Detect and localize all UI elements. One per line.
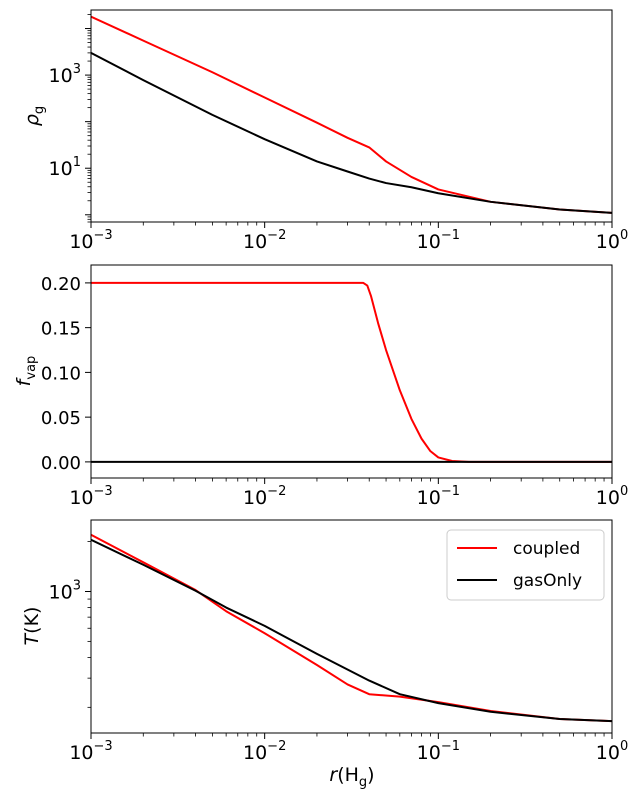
temperature-gasonly-line	[91, 538, 612, 723]
density-x-tick-label: 10−3	[69, 228, 112, 253]
legend-gasonly-label: gasOnly	[513, 571, 582, 591]
legend-coupled-label: coupled	[513, 539, 580, 559]
temperature-x-tick-label: 10−3	[69, 739, 112, 764]
temperature-y-tick-label: 103	[49, 578, 81, 603]
vapor-fraction-axes-frame	[90, 264, 613, 479]
temperature-y-axis-label: T(K)	[21, 607, 43, 646]
density-coupled-line	[91, 15, 612, 214]
vapor-fraction-panel: 10−3 10−2 10−1 100 0.00 0.05 0.10 0.15 0.20 fvap	[13, 264, 628, 509]
vapor-fraction-coupled-line	[91, 281, 612, 463]
vapor-fraction-y-tick-label: 0.15	[41, 319, 81, 340]
temperature-x-tick-label: 10−1	[417, 739, 460, 764]
density-x-tick-label: 10−1	[417, 228, 460, 253]
vapor-fraction-y-tick-label: 0.05	[41, 408, 81, 429]
density-x-tick-label: 100	[596, 228, 628, 253]
density-y-tick-label: 101	[49, 155, 81, 180]
vapor-fraction-x-tick-label: 10−3	[69, 484, 112, 509]
vapor-fraction-y-tick-label: 0.00	[41, 453, 81, 474]
temperature-x-tick-label: 10−2	[243, 739, 286, 764]
temperature-axes-frame	[90, 519, 613, 734]
legend: coupled gasOnly	[446, 529, 605, 601]
vapor-fraction-x-tick-label: 10−2	[243, 484, 286, 509]
temperature-panel: 10−3 10−2 10−1 100 103 T(K) coupled gasOnly	[21, 519, 628, 764]
temperature-x-tick-label: 100	[596, 739, 628, 764]
vapor-fraction-y-tick-label: 0.10	[41, 363, 81, 384]
x-axis-label: r(Hg)	[329, 764, 374, 790]
density-x-tick-label: 10−2	[243, 228, 286, 253]
density-axes-frame	[90, 9, 613, 223]
density-panel: 10−3 10−2 10−1 100 101 103 ρg	[21, 9, 628, 253]
vapor-fraction-y-axis-label: fvap	[13, 356, 39, 387]
vapor-fraction-x-tick-label: 10−1	[417, 484, 460, 509]
density-gasonly-line	[91, 51, 612, 214]
vapor-fraction-x-tick-label: 100	[596, 484, 628, 509]
density-y-tick-label: 103	[49, 62, 81, 87]
vapor-fraction-y-tick-label: 0.20	[41, 274, 81, 295]
density-y-axis-label: ρg	[21, 106, 47, 126]
